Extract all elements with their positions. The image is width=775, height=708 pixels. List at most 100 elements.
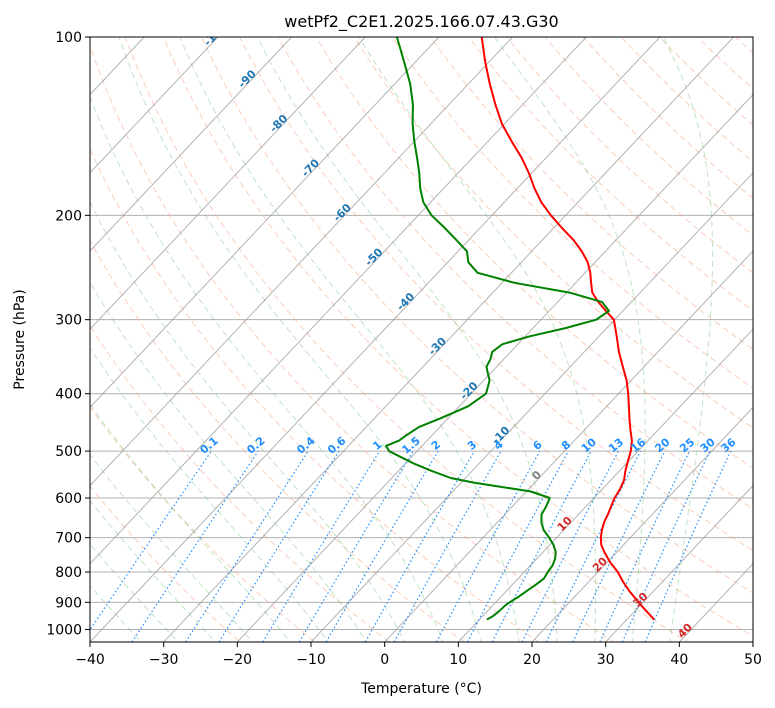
dry-adiabat: [201, 37, 753, 594]
dry-adiabat: [391, 37, 753, 389]
mixing-ratio-label: 25: [677, 436, 697, 456]
axes: −40 −30 −20 −10 0 10 20 30 40 5010020030040050060…: [46, 30, 762, 668]
mixing-ratio-label: 0.1: [197, 434, 220, 456]
isotherm-label: -40: [394, 290, 417, 313]
isotherm-label: -80: [267, 112, 290, 135]
dry-adiabat: [315, 37, 753, 469]
mixing-ratio-line: [545, 450, 642, 642]
line-labels: 0.1 0.2 0.4 0.6 1 1.5 2 3 4 6 8 10 13 16 20 25 30 36-100-…: [197, 20, 738, 641]
isotherm-line: [90, 37, 587, 565]
isotherm-label: -60: [331, 201, 354, 224]
dry-adiabat: [162, 37, 753, 637]
isotherm-line: [90, 37, 219, 174]
mixing-ratio-line: [572, 450, 666, 642]
isotherm-label: 10: [555, 514, 575, 534]
moist-adiabat: [90, 499, 216, 642]
mixing-ratio-label: 36: [718, 435, 738, 455]
mixing-ratio-line: [131, 450, 259, 642]
moist-adiabat: [90, 281, 367, 642]
moist-adiabat: [662, 37, 714, 642]
moist-adiabat: [90, 453, 254, 642]
mixing-ratio-line: [491, 450, 592, 642]
moist-adiabat: [90, 346, 329, 642]
mixing-ratio-line: [621, 450, 711, 642]
moist-adiabat: [90, 200, 406, 642]
isotherm-label: -50: [362, 245, 385, 268]
moist-adiabat: [358, 37, 597, 642]
isotherm-label: -70: [299, 156, 322, 179]
plot-frame: [89, 36, 754, 643]
y-axis-title: Pressure (hPa): [12, 289, 28, 389]
x-tick-label: 30: [597, 652, 615, 668]
mixing-ratio-label: 0.4: [294, 434, 318, 457]
dry-adiabat: [468, 37, 753, 312]
y-tick-label: 800: [55, 565, 82, 581]
mixing-ratio-line: [644, 450, 732, 642]
isotherm-line: [310, 172, 753, 642]
x-tick-label: 40: [670, 652, 688, 668]
dry-adiabat: [277, 37, 753, 510]
isotherm-line: [162, 37, 735, 642]
background-lines: [90, 10, 775, 654]
isotherm-line: [90, 37, 366, 330]
isotherm-label: 40: [675, 621, 695, 641]
moist-adiabat: [90, 403, 291, 642]
temperature-profile-line: [480, 37, 655, 621]
mixing-ratio-line: [90, 450, 212, 631]
isotherm-line: [604, 484, 753, 642]
isotherm-line: [90, 37, 661, 642]
mixing-ratio-line: [466, 450, 569, 642]
dry-adiabat: [90, 239, 465, 642]
moist-adiabat: [118, 37, 482, 642]
y-tick-label: 700: [55, 531, 82, 547]
moist-adiabat: [179, 37, 520, 642]
mixing-ratio-line: [599, 450, 691, 642]
mixing-ratio-line: [435, 450, 541, 642]
moist-adiabat: [90, 95, 444, 642]
dry-adiabat: [745, 10, 775, 654]
dry-adiabat: [696, 37, 753, 90]
x-tick-label: 0: [380, 652, 389, 668]
y-tick-label: 400: [55, 387, 82, 403]
dry-adiabat: [544, 37, 753, 237]
isotherm-line: [90, 37, 293, 252]
mixing-ratio-line: [218, 450, 340, 642]
x-axis-title: Temperature (°C): [360, 681, 482, 697]
moist-adiabat: [256, 37, 558, 642]
dry-adiabat: [124, 37, 690, 642]
mixing-ratio-line: [393, 450, 502, 642]
mixing-ratio-label: 20: [652, 435, 672, 455]
mixing-ratio-label: 0.6: [325, 434, 349, 457]
x-tick-label: −10: [296, 652, 326, 668]
chart-title: wetPf2_C2E1.2025.166.07.43.G30: [284, 12, 558, 32]
mixing-ratio-line: [521, 450, 619, 642]
y-tick-label: 1000: [46, 622, 82, 638]
isotherm-line: [383, 250, 753, 642]
y-tick-label: 300: [55, 313, 82, 329]
y-tick-label: 500: [55, 444, 82, 460]
mixing-ratio-label: 30: [698, 435, 718, 455]
y-tick-label: 200: [55, 208, 82, 224]
isotherm-line: [531, 406, 753, 642]
x-tick-label: 10: [449, 652, 467, 668]
x-tick-label: 20: [523, 652, 541, 668]
x-tick-label: −30: [149, 652, 179, 668]
isotherm-line: [236, 93, 753, 642]
isotherm-line: [457, 328, 753, 642]
dry-adiabat: [90, 324, 391, 642]
y-tick-label: 100: [55, 30, 82, 46]
isotherm-label: -100: [201, 20, 230, 49]
dry-adiabat: [429, 37, 753, 350]
x-tick-label: −40: [75, 652, 105, 668]
dry-adiabat: [90, 406, 316, 642]
isotherm-label: -90: [236, 67, 259, 90]
mixing-ratio-label: 0.2: [244, 434, 267, 456]
dry-adiabat: [658, 37, 753, 126]
dry-adiabat: [239, 37, 753, 551]
x-tick-label: −20: [223, 652, 253, 668]
mixing-ratio-line: [185, 450, 309, 642]
moist-adiabat: [90, 543, 179, 642]
isotherm-label: 30: [631, 590, 651, 610]
x-tick-label: 50: [744, 652, 762, 668]
